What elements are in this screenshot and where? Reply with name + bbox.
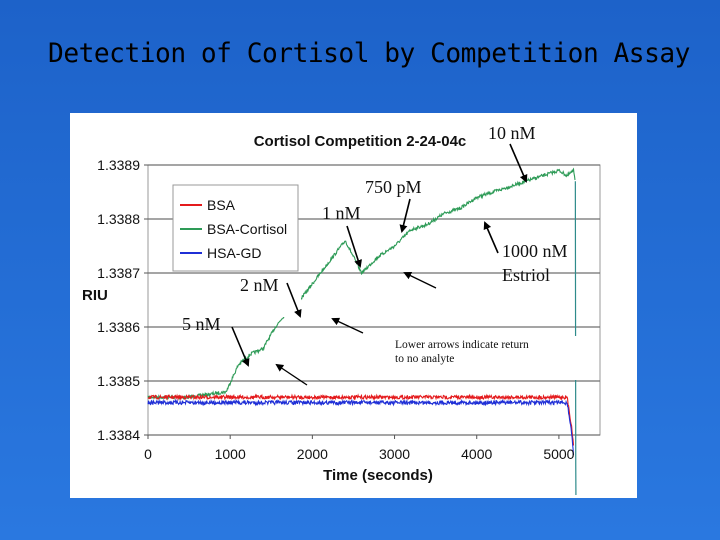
- y-tick-label: 1.3388: [97, 211, 140, 227]
- x-tick-label: 5000: [543, 446, 574, 462]
- series-line-bsa-cortisol: [147, 167, 576, 401]
- annotation-arrow: [509, 143, 528, 183]
- annotation-arrow: [399, 198, 411, 233]
- chart-title: Cortisol Competition 2-24-04c: [254, 133, 467, 150]
- y-tick-label: 1.3386: [97, 319, 140, 335]
- x-tick-label: 3000: [379, 446, 410, 462]
- return-arrow: [403, 272, 437, 289]
- x-axis-label: Time (seconds): [323, 467, 433, 484]
- x-tick-label: 0: [144, 446, 152, 462]
- annotation-arrow: [483, 221, 499, 254]
- x-tick-label: 2000: [297, 446, 328, 462]
- label-mask: [198, 281, 301, 317]
- annotation-label: Lower arrows indicate return: [395, 339, 529, 351]
- annotation-label: 5 nM: [182, 314, 221, 334]
- legend-label: HSA-GD: [207, 245, 261, 261]
- annotation-arrow: [346, 225, 362, 268]
- annotation-label: to no analyte: [395, 353, 454, 365]
- x-tick-label: 1000: [215, 446, 246, 462]
- chart-panel: BSA BSA-Cortisol HSA-GD 1.3384 1.3385 1.3386…: [70, 113, 637, 498]
- series-line-bsa: [147, 393, 575, 446]
- return-arrow: [275, 363, 308, 386]
- legend-label: BSA: [207, 197, 236, 213]
- y-tick-label: 1.3385: [97, 373, 140, 389]
- annotation-label: Estriol: [502, 265, 550, 285]
- chart-svg: BSA BSA-Cortisol HSA-GD 1.3384 1.3385 1.3386…: [82, 123, 601, 496]
- legend-label: BSA-Cortisol: [207, 221, 287, 237]
- y-tick-label: 1.3384: [97, 427, 140, 443]
- y-axis-label: RIU: [82, 287, 108, 304]
- return-arrow: [331, 317, 364, 334]
- y-tick-label: 1.3389: [97, 157, 140, 173]
- series-line-hsa-gd: [147, 398, 575, 456]
- annotation-arrow: [231, 326, 250, 367]
- slide-title: Detection of Cortisol by Competition Ass…: [48, 38, 690, 69]
- annotation-label: 750 pM: [365, 177, 422, 197]
- annotation-label: 10 nM: [488, 123, 536, 143]
- annotation-arrow: [286, 282, 302, 318]
- x-tick-label: 4000: [461, 446, 492, 462]
- note-mask: [390, 336, 592, 380]
- annotation-label: 1000 nM: [502, 241, 568, 261]
- series-drop: [574, 181, 577, 496]
- y-tick-label: 1.3387: [97, 265, 140, 281]
- annotation-label: 1 nM: [322, 203, 361, 223]
- annotation-label: 2 nM: [240, 275, 279, 295]
- legend: BSA BSA-Cortisol HSA-GD: [172, 184, 299, 272]
